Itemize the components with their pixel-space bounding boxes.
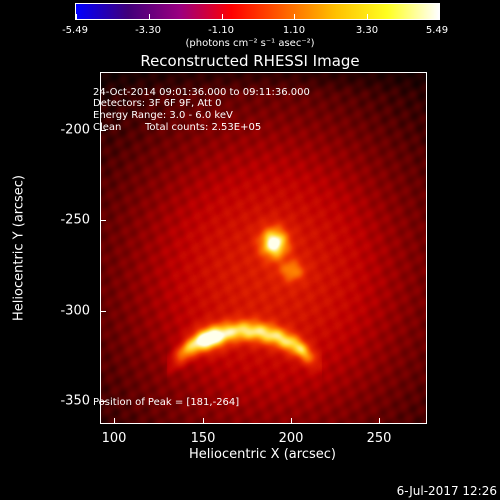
plot-title: Reconstructed RHESSI Image: [140, 52, 360, 70]
x-tick-mark: [291, 418, 292, 424]
x-tick-mark: [379, 418, 380, 424]
colorbar-tick-label: -3.30: [135, 25, 161, 36]
x-tick-label: 100: [101, 431, 127, 446]
info-total-counts: Total counts: 2.53E+05: [145, 122, 262, 133]
colorbar: [75, 3, 440, 20]
y-tick-label: -250: [60, 212, 90, 228]
y-tick-label: -300: [60, 303, 90, 319]
colorbar-tick-label: 1.10: [282, 25, 306, 36]
colorbar-tick: [76, 14, 77, 19]
image-frame: [100, 72, 427, 424]
colorbar-tick: [149, 14, 150, 19]
colorbar-units-label: (photons cm⁻² s⁻¹ asec⁻²): [185, 38, 315, 49]
info-time-range: 24-Oct-2014 09:01:36.000 to 09:11:36.000: [93, 87, 310, 98]
info-algorithm: Clean: [93, 122, 122, 133]
colorbar-tick: [294, 14, 295, 19]
y-tick-label: -350: [60, 393, 90, 409]
info-energy-range: Energy Range: 3.0 - 6.0 keV: [93, 110, 233, 121]
info-detectors: Detectors: 3F 6F 9F, Att 0: [93, 98, 222, 109]
x-tick-label: 200: [278, 431, 304, 446]
x-tick-mark: [203, 418, 204, 424]
colorbar-tick-label: -5.49: [62, 25, 88, 36]
colorbar-tick: [438, 14, 439, 19]
colorbar-tick-label: -1.10: [208, 25, 234, 36]
y-axis-title: Heliocentric Y (arcsec): [11, 175, 27, 321]
colorbar-tick: [367, 14, 368, 19]
x-tick-label: 150: [190, 431, 216, 446]
x-tick-mark: [114, 418, 115, 424]
colorbar-tick-label: 5.49: [425, 25, 449, 36]
plot-timestamp: 6-Jul-2017 12:26: [396, 484, 497, 498]
y-tick-mark: [100, 311, 106, 312]
x-tick-label: 250: [366, 431, 392, 446]
colorbar-tick-label: 3.30: [355, 25, 379, 36]
x-axis-title: Heliocentric X (arcsec): [189, 447, 336, 462]
y-tick-mark: [100, 130, 106, 131]
y-tick-mark: [100, 401, 106, 402]
y-tick-label: -200: [60, 122, 90, 138]
info-peak-position: Position of Peak = [181,-264]: [93, 397, 240, 408]
rhessi-image-map: [101, 73, 426, 423]
colorbar-tick: [222, 14, 223, 19]
y-tick-mark: [100, 220, 106, 221]
